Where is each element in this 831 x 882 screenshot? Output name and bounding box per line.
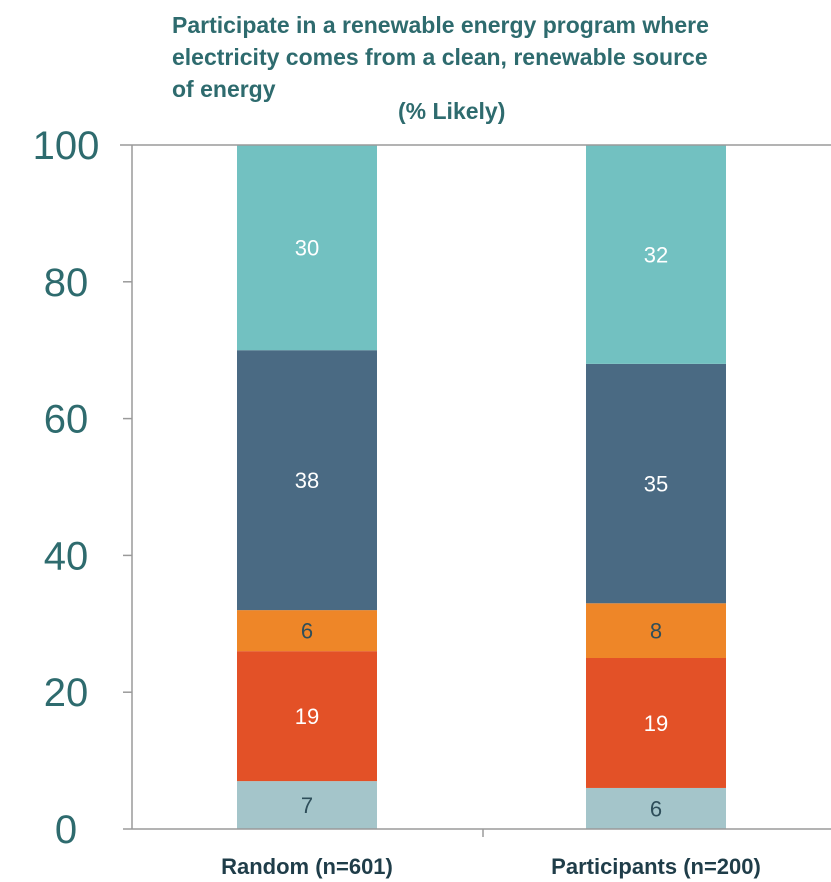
y-tick-label: 0 xyxy=(55,808,77,852)
data-label: 30 xyxy=(295,236,319,261)
bar-segment xyxy=(586,787,726,829)
chart-title-line-2: electricity comes from a clean, renewabl… xyxy=(172,44,708,70)
data-label: 32 xyxy=(644,242,668,267)
data-label: 7 xyxy=(301,793,313,818)
bar-segment xyxy=(237,781,377,829)
bar-segment xyxy=(237,610,377,652)
axis-layer xyxy=(120,144,831,837)
y-tick-label: 60 xyxy=(44,398,89,442)
y-tick-label: 80 xyxy=(44,261,89,305)
x-tick-label: Random (n=601) xyxy=(221,854,393,879)
bar-segment xyxy=(586,658,726,788)
bar-segment xyxy=(237,350,377,611)
bar-segment xyxy=(586,145,726,364)
bar-segment xyxy=(586,363,726,604)
data-label: 19 xyxy=(295,704,319,729)
data-label: 6 xyxy=(650,796,662,821)
data-label: 6 xyxy=(301,619,313,644)
bar-segment xyxy=(237,651,377,782)
chart-title-line-3: of energy xyxy=(172,76,276,102)
data-label: 38 xyxy=(295,468,319,493)
bar-segment xyxy=(237,145,377,351)
x-tick-label: Participants (n=200) xyxy=(551,854,761,879)
bar-segment xyxy=(586,603,726,658)
labels-layer: 7 19 6 38 30 6 19 8 35 32 0 20 40 60 80 100 Random (n=60… xyxy=(33,124,761,879)
y-tick-label: 100 xyxy=(33,124,100,168)
bars-layer xyxy=(237,145,726,829)
chart-subtitle: (% Likely) xyxy=(398,98,506,124)
data-label: 19 xyxy=(644,711,668,736)
data-label: 35 xyxy=(644,472,668,497)
data-label: 8 xyxy=(650,619,662,644)
y-tick-label: 40 xyxy=(44,534,89,578)
y-tick-label: 20 xyxy=(44,671,89,715)
chart-title-line-1: Participate in a renewable energy progra… xyxy=(172,12,709,38)
